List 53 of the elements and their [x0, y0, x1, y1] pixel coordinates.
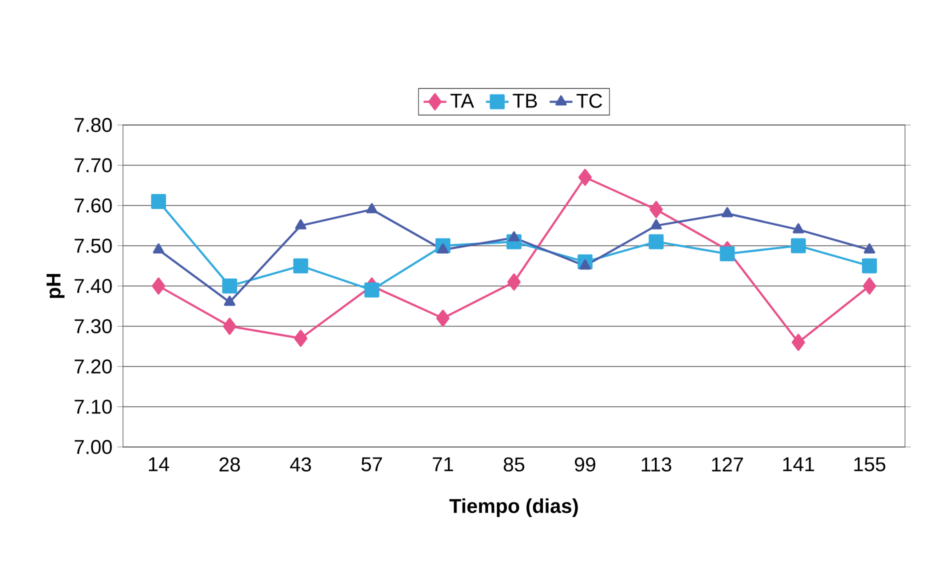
point [152, 243, 164, 254]
point [436, 310, 450, 327]
point [579, 259, 591, 270]
point [792, 223, 804, 234]
y-tick-label: 7.70 [74, 158, 112, 172]
y-tick-label: 7.50 [74, 238, 112, 253]
point [293, 258, 308, 274]
point [792, 334, 806, 351]
legend-label: TC [576, 94, 602, 108]
point [295, 219, 306, 230]
y-tick-label: 7.20 [74, 359, 112, 374]
point [364, 282, 380, 298]
legend-label: TB [512, 94, 537, 108]
point [222, 318, 236, 335]
legend-label: TA [450, 94, 474, 108]
point [508, 231, 520, 242]
x-tick-label: 127 [712, 457, 743, 472]
x-tick-label: 99 [574, 457, 596, 472]
point [578, 168, 592, 186]
x-tick-label: 28 [220, 457, 240, 472]
x-tick-label: 85 [504, 457, 524, 472]
y-tick-label: 7.10 [74, 400, 112, 414]
y-tick-label: 7.40 [74, 278, 112, 294]
point [648, 234, 664, 250]
point [720, 246, 735, 262]
point [650, 219, 662, 230]
point [222, 278, 238, 294]
point [507, 273, 521, 291]
point [650, 200, 663, 218]
point [722, 207, 733, 218]
point [862, 258, 877, 274]
x-tick-label: 43 [290, 457, 311, 472]
y-axis-title: pH [46, 274, 65, 298]
x-tick-label: 57 [361, 457, 382, 472]
y-tick-label: 7.30 [74, 319, 112, 334]
point [790, 238, 806, 254]
x-axis-title: Tiempo (dias) [449, 498, 578, 518]
x-tick-label: 14 [148, 457, 170, 472]
point [864, 243, 876, 254]
y-tick-label: 7.00 [74, 440, 112, 454]
point [862, 277, 876, 295]
y-tick-label: 7.80 [74, 118, 112, 132]
x-tick-label: 141 [783, 457, 814, 472]
x-tick-label: 113 [642, 457, 672, 472]
x-tick-label: 155 [854, 457, 886, 472]
point [224, 296, 236, 306]
point [294, 330, 308, 347]
point [151, 194, 166, 209]
point [366, 203, 378, 214]
y-tick-label: 7.60 [74, 198, 112, 213]
point [152, 277, 166, 295]
point [437, 243, 449, 254]
x-tick-label: 71 [432, 457, 454, 472]
